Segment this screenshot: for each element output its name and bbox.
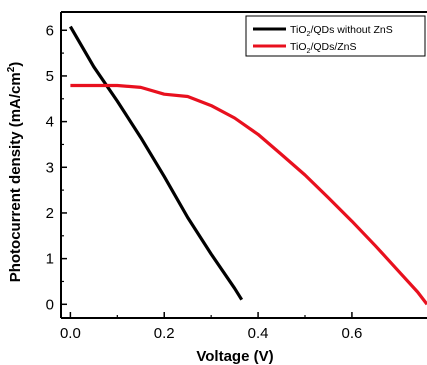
series-line-1 [70,83,427,306]
x-tick-label: 0.4 [248,325,269,342]
y-tick-label: 4 [46,114,54,131]
y-axis-label: Photocurrent density (mA/cm2) [6,62,24,283]
y-tick-label: 2 [46,205,54,222]
x-axis-label: Voltage (V) [196,348,273,365]
x-tick-label: 0.6 [341,325,362,342]
series-line-0 [69,25,244,301]
y-tick-label: 1 [46,251,54,268]
x-tick-label: 0.0 [60,325,81,342]
legend: TiO2/QDs without ZnS TiO2/QDs/ZnS [245,15,426,57]
y-tick-label: 5 [46,68,54,85]
x-tick-label: 0.2 [154,325,175,342]
legend-box [245,15,426,57]
legend-label-1: TiO2/QDs/ZnS [290,41,357,55]
legend-label-0: TiO2/QDs without ZnS [290,24,393,38]
y-tick-label: 3 [46,159,54,176]
y-tick-label: 0 [46,296,54,313]
y-tick-label: 6 [46,22,54,39]
